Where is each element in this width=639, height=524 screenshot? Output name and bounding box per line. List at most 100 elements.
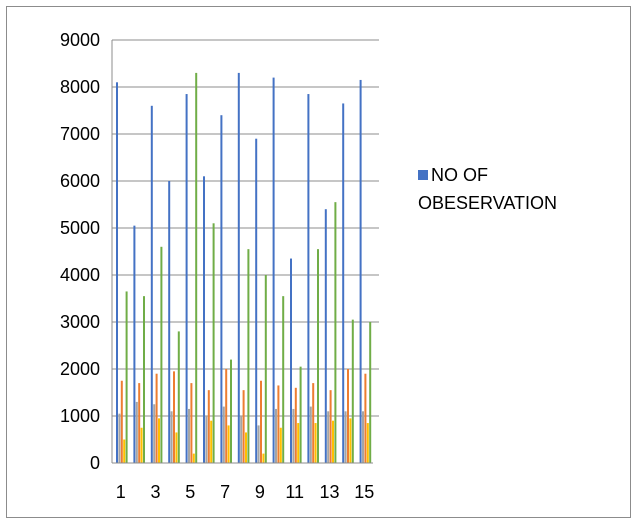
bar: [344, 411, 347, 463]
bar: [155, 373, 158, 463]
bar: [153, 404, 156, 463]
bar: [192, 453, 195, 463]
bar: [297, 423, 300, 463]
x-tick-label: 5: [185, 482, 195, 502]
bar: [342, 103, 345, 463]
y-tick-label: 8000: [60, 77, 100, 97]
bar: [173, 371, 175, 463]
bar: [230, 359, 232, 463]
axes: [111, 40, 373, 464]
bar: [362, 411, 364, 463]
bar: [294, 387, 297, 463]
bar: [349, 418, 352, 463]
bar: [240, 416, 243, 463]
bar: [347, 369, 349, 463]
bar: [170, 411, 173, 463]
x-tick-label: 1: [116, 482, 126, 502]
bar: [366, 423, 369, 463]
bar: [324, 209, 327, 463]
bar: [314, 423, 317, 463]
bar: [282, 296, 285, 463]
bar: [309, 406, 312, 463]
bar: [210, 420, 213, 463]
bar: [203, 176, 205, 464]
bar: [364, 373, 367, 463]
bar: [120, 380, 123, 463]
bar: [190, 383, 193, 463]
bar: [177, 331, 180, 463]
bar: [140, 427, 143, 463]
x-tick-label: 15: [354, 482, 374, 502]
y-tick-label: 3000: [60, 312, 100, 332]
legend: NO OF OBESERVATION: [418, 165, 557, 213]
bars: [116, 72, 372, 464]
bar: [272, 77, 275, 463]
bar: [277, 385, 280, 463]
bar: [299, 366, 302, 463]
bar: [205, 416, 208, 463]
bar: [116, 82, 118, 464]
bar: [222, 406, 225, 463]
x-tick-label: 13: [319, 482, 339, 502]
bar: [329, 390, 332, 463]
y-tick-label: 7000: [60, 124, 100, 144]
bar: [334, 202, 337, 463]
bar: [168, 181, 171, 463]
gridlines: [112, 39, 379, 417]
bar: [369, 322, 372, 463]
bar: [125, 291, 128, 463]
bar: [143, 296, 145, 463]
bar: [351, 319, 354, 463]
bar: [158, 418, 160, 463]
bar: [359, 79, 362, 463]
bar: [264, 275, 267, 463]
bar: [332, 420, 334, 463]
bar: [188, 408, 190, 463]
legend-label-line-1: NO OF: [431, 165, 488, 185]
legend-label-line-2: OBESERVATION: [418, 193, 557, 213]
bar: [257, 425, 260, 463]
x-tick-label: 9: [255, 482, 265, 502]
bar: [175, 432, 178, 463]
bar: [292, 408, 295, 463]
x-tick-label: 7: [220, 482, 230, 502]
legend-swatch: [418, 170, 428, 180]
bar: [138, 383, 141, 463]
bar: [279, 427, 282, 463]
bar: [327, 411, 330, 463]
bar: [260, 380, 262, 463]
bar: [307, 94, 310, 464]
y-tick-label: 1000: [60, 406, 100, 426]
x-tick-label: 11: [285, 482, 304, 502]
bar: [123, 439, 126, 463]
y-tick-label: 2000: [60, 359, 100, 379]
bar: [207, 390, 210, 463]
bar: [275, 408, 277, 463]
bar: [135, 401, 138, 463]
x-tick-labels: 1 3 5 7 9 11 13 15: [116, 482, 375, 502]
y-tick-label: 6000: [60, 171, 100, 191]
bar: [317, 249, 319, 463]
bar: [255, 138, 258, 463]
y-tick-label: 9000: [60, 30, 100, 50]
bar: [212, 223, 215, 463]
bar: [262, 453, 265, 463]
x-tick-label: 3: [150, 482, 160, 502]
bar: [133, 225, 136, 463]
bar: [242, 390, 245, 463]
y-tick-labels: 0 1000 2000 3000 4000 5000 6000 7000 8000 9000: [60, 30, 100, 473]
y-tick-label: 0: [90, 453, 100, 473]
bar: [225, 369, 228, 463]
bar: [247, 249, 250, 463]
y-tick-label: 4000: [60, 265, 100, 285]
bar: [245, 432, 247, 463]
bar: [312, 383, 315, 463]
bar: [160, 246, 163, 463]
bar: [195, 72, 198, 464]
bar: [118, 413, 121, 463]
bar: [220, 115, 223, 463]
y-tick-label: 5000: [60, 218, 100, 238]
bar: [227, 425, 230, 463]
